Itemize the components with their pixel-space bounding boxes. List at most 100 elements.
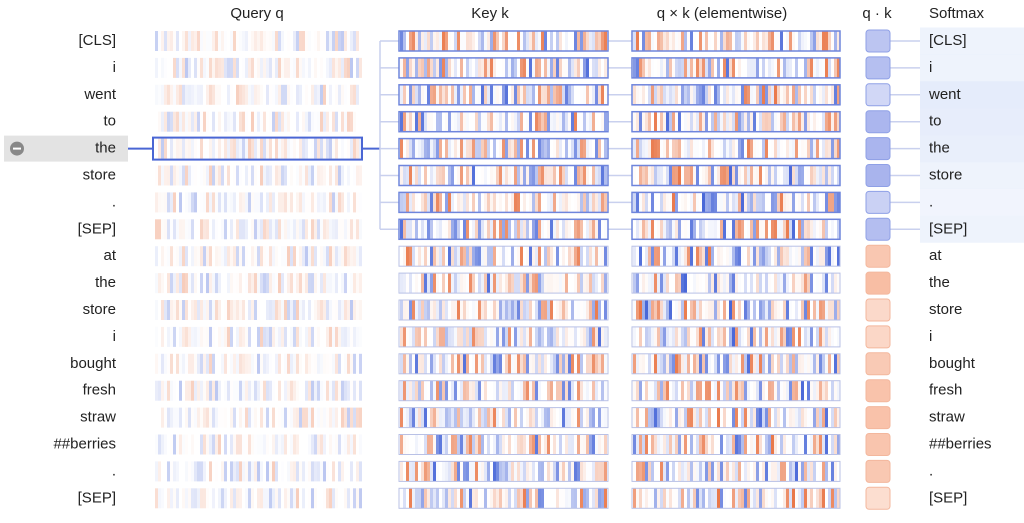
- stripe: [523, 300, 526, 320]
- token-left[interactable]: .: [112, 193, 116, 210]
- stripe: [430, 246, 433, 267]
- stripe: [639, 461, 642, 482]
- stripe: [499, 408, 502, 428]
- token-left[interactable]: ##berries: [53, 435, 116, 452]
- stripe: [526, 165, 529, 186]
- stripe: [164, 58, 167, 78]
- token-left[interactable]: i: [113, 59, 116, 76]
- token-right[interactable]: fresh: [929, 382, 962, 399]
- stripe: [400, 219, 403, 240]
- stripe: [505, 165, 508, 186]
- token-right[interactable]: the: [929, 140, 950, 157]
- token-left[interactable]: store: [83, 301, 116, 318]
- stripe: [314, 246, 317, 267]
- token-left[interactable]: the: [95, 274, 116, 291]
- stripe: [583, 300, 586, 320]
- token-left[interactable]: went: [83, 86, 117, 103]
- stripe: [729, 461, 732, 481]
- stripe: [323, 273, 326, 294]
- token-right[interactable]: store: [929, 166, 962, 183]
- stripe: [400, 31, 403, 51]
- stripe: [335, 192, 338, 213]
- stripe: [439, 84, 442, 105]
- stripe: [272, 111, 275, 132]
- token-right[interactable]: i: [929, 328, 932, 345]
- token-left[interactable]: i: [113, 328, 116, 345]
- stripe: [248, 31, 251, 51]
- token-right[interactable]: straw: [929, 409, 965, 426]
- stripe: [317, 31, 320, 51]
- stripe: [155, 461, 158, 482]
- stripe: [415, 84, 418, 105]
- token-left[interactable]: .: [112, 462, 116, 479]
- stripe: [314, 219, 317, 240]
- stripe: [511, 300, 514, 320]
- stripe: [436, 488, 439, 509]
- stripe: [810, 380, 813, 401]
- stripe: [825, 407, 828, 428]
- stripe: [747, 380, 750, 401]
- stripe: [828, 85, 831, 105]
- token-right[interactable]: [SEP]: [929, 220, 967, 237]
- stripe: [834, 300, 837, 320]
- key-vector: [400, 326, 607, 347]
- token-left[interactable]: bought: [70, 355, 117, 372]
- token-right[interactable]: .: [929, 193, 933, 210]
- stripe: [672, 408, 675, 428]
- stripe: [771, 139, 774, 159]
- token-right[interactable]: to: [929, 113, 942, 130]
- stripe: [445, 192, 448, 213]
- token-left[interactable]: fresh: [83, 382, 116, 399]
- stripe: [780, 166, 783, 186]
- stripe: [550, 407, 553, 428]
- stripe: [523, 84, 526, 105]
- token-right[interactable]: went: [928, 86, 962, 103]
- stripe: [293, 112, 296, 132]
- stripe: [161, 138, 164, 159]
- token-right[interactable]: at: [929, 247, 942, 264]
- stripe: [735, 434, 738, 455]
- stripe: [227, 300, 230, 320]
- stripe: [209, 165, 212, 186]
- token-right[interactable]: [CLS]: [929, 32, 967, 49]
- token-right[interactable]: the: [929, 274, 950, 291]
- token-left[interactable]: the: [95, 140, 116, 157]
- token-left[interactable]: [CLS]: [78, 32, 116, 49]
- stripe: [188, 300, 191, 320]
- stripe: [765, 84, 768, 105]
- stripe: [314, 434, 317, 455]
- stripe: [439, 300, 442, 320]
- token-left[interactable]: [SEP]: [78, 220, 116, 237]
- stripe: [424, 246, 427, 267]
- stripe: [454, 461, 457, 482]
- token-left[interactable]: [SEP]: [78, 489, 116, 506]
- stripe: [290, 380, 293, 401]
- token-left[interactable]: store: [83, 166, 116, 183]
- token-left[interactable]: to: [103, 113, 116, 130]
- token-left[interactable]: straw: [80, 409, 116, 426]
- stripe: [541, 488, 544, 509]
- token-right[interactable]: i: [929, 59, 932, 76]
- stripe: [164, 273, 167, 293]
- stripe: [317, 84, 320, 105]
- stripe: [604, 273, 607, 294]
- stripe: [290, 246, 293, 267]
- token-left[interactable]: at: [103, 247, 116, 264]
- stripe: [463, 300, 466, 320]
- stripe: [580, 461, 583, 482]
- stripe: [834, 380, 837, 401]
- token-right[interactable]: store: [929, 301, 962, 318]
- token-right[interactable]: .: [929, 462, 933, 479]
- dot-cell: [865, 244, 891, 268]
- stripe: [553, 165, 556, 186]
- token-right[interactable]: ##berries: [929, 435, 992, 452]
- stripe: [568, 57, 571, 78]
- token-right[interactable]: [SEP]: [929, 489, 967, 506]
- product-vector: [636, 461, 837, 482]
- stripe: [816, 57, 819, 78]
- stripe: [179, 138, 182, 159]
- stripe: [454, 111, 457, 132]
- stripe: [792, 326, 795, 347]
- token-right[interactable]: bought: [929, 355, 976, 372]
- stripe: [359, 380, 362, 401]
